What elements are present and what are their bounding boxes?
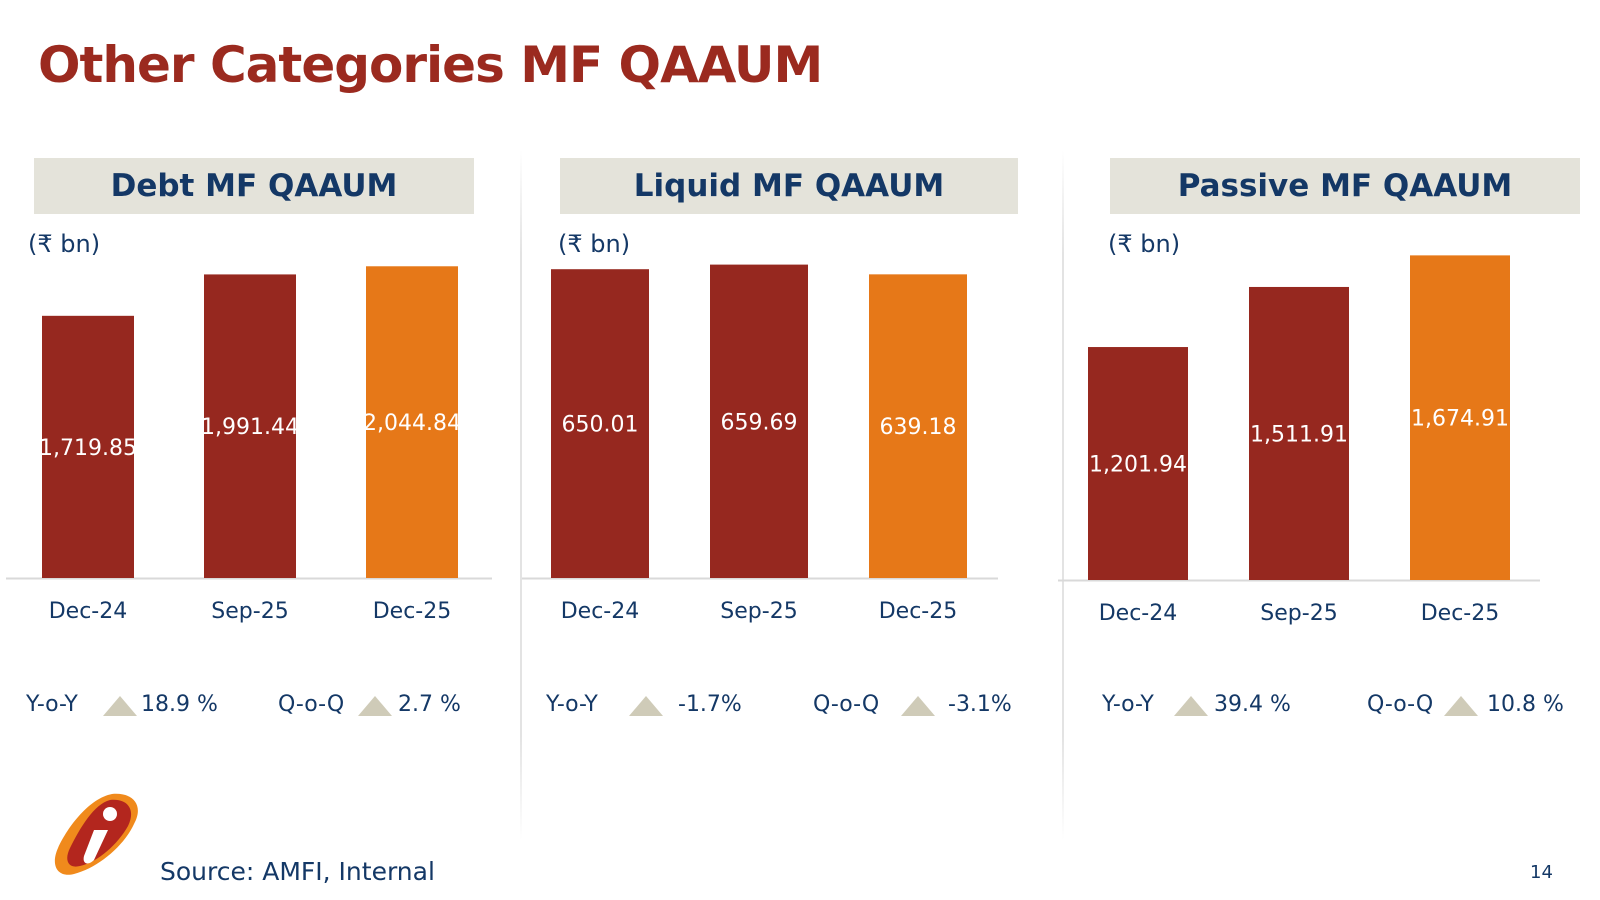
yoy-label: Y-o-Y — [26, 692, 78, 717]
qoq-value: 2.7 % — [398, 692, 461, 717]
yoy-label: Y-o-Y — [1102, 692, 1154, 717]
category-label: Dec-25 — [879, 599, 958, 624]
category-label: Dec-24 — [1099, 601, 1178, 626]
yoy-value: -1.7% — [678, 692, 742, 717]
qoq-label: Q-o-Q — [278, 692, 345, 717]
bar — [1249, 286, 1349, 580]
qoq-label: Q-o-Q — [813, 692, 880, 717]
category-label: Sep-25 — [1260, 601, 1337, 626]
bar — [710, 264, 808, 578]
data-label: 1,511.91 — [1250, 422, 1348, 447]
page-title: Other Categories MF QAAUM — [38, 36, 823, 94]
debt-chart: 1,719.85 Dec-24 1,991.44 Sep-25 2,044.84 Dec-… — [6, 266, 492, 624]
category-label: Dec-24 — [49, 599, 128, 624]
bar — [42, 315, 134, 578]
source-note: Source: AMFI, Internal — [160, 857, 435, 886]
panel-divider — [520, 150, 522, 840]
yoy-value: 39.4 % — [1214, 692, 1291, 717]
triangle-up-icon — [629, 696, 663, 716]
unit-label: (₹ bn) — [28, 230, 101, 258]
unit-label: (₹ bn) — [558, 230, 631, 258]
qoq-label: Q-o-Q — [1367, 692, 1434, 717]
unit-label: (₹ bn) — [1108, 230, 1181, 258]
data-label: 2,044.84 — [363, 411, 461, 436]
triangle-up-icon — [103, 696, 137, 716]
category-label: Dec-25 — [1421, 601, 1500, 626]
growth-row: Y-o-Y 39.4 % Q-o-Q 10.8 % — [1062, 692, 1600, 724]
triangle-up-icon — [1174, 696, 1208, 716]
panel-header: Liquid MF QAAUM — [560, 158, 1018, 214]
data-label: 1,201.94 — [1089, 453, 1187, 478]
panel-header: Debt MF QAAUM — [34, 158, 474, 214]
bar — [551, 269, 649, 578]
data-label: 1,719.85 — [39, 436, 137, 461]
passive-chart: 1,201.94 Dec-24 1,511.91 Sep-25 1,674.91 Dec-… — [1058, 255, 1540, 626]
growth-row: Y-o-Y -1.7% Q-o-Q -3.1% — [520, 692, 1062, 724]
category-label: Sep-25 — [211, 599, 288, 624]
category-label: Dec-24 — [561, 599, 640, 624]
bar — [869, 274, 967, 578]
data-label: 1,674.91 — [1411, 407, 1509, 432]
category-label: Dec-25 — [373, 599, 452, 624]
triangle-up-icon — [1444, 696, 1478, 716]
yoy-value: 18.9 % — [141, 692, 218, 717]
panel-divider — [1062, 150, 1064, 840]
debt-panel: Debt MF QAAUM (₹ bn) 1,719.85 Dec-24 1,991… — [0, 0, 520, 900]
page-number: 14 — [1530, 862, 1553, 883]
data-label: 1,991.44 — [201, 415, 299, 440]
data-label: 650.01 — [562, 413, 639, 438]
liquid-chart: 650.01 Dec-24 659.69 Sep-25 639.18 Dec-25 — [522, 264, 998, 624]
data-label: 659.69 — [721, 410, 798, 435]
liquid-panel: Liquid MF QAAUM (₹ bn) 650.01 Dec-24 659.6… — [520, 0, 1062, 900]
growth-row: Y-o-Y 18.9 % Q-o-Q 2.7 % — [0, 692, 520, 724]
qoq-value: -3.1% — [948, 692, 1012, 717]
panel-header: Passive MF QAAUM — [1110, 158, 1580, 214]
triangle-up-icon — [901, 696, 935, 716]
bar — [204, 274, 296, 578]
bar — [1088, 347, 1188, 580]
triangle-up-icon — [358, 696, 392, 716]
passive-panel: Passive MF QAAUM (₹ bn) 1,201.94 Dec-24 1,… — [1058, 0, 1600, 900]
category-label: Sep-25 — [720, 599, 797, 624]
bar — [366, 266, 458, 578]
qoq-value: 10.8 % — [1487, 692, 1564, 717]
data-label: 639.18 — [880, 415, 957, 440]
icici-i-logo-icon — [54, 793, 138, 875]
yoy-label: Y-o-Y — [546, 692, 598, 717]
bar — [1410, 255, 1510, 580]
